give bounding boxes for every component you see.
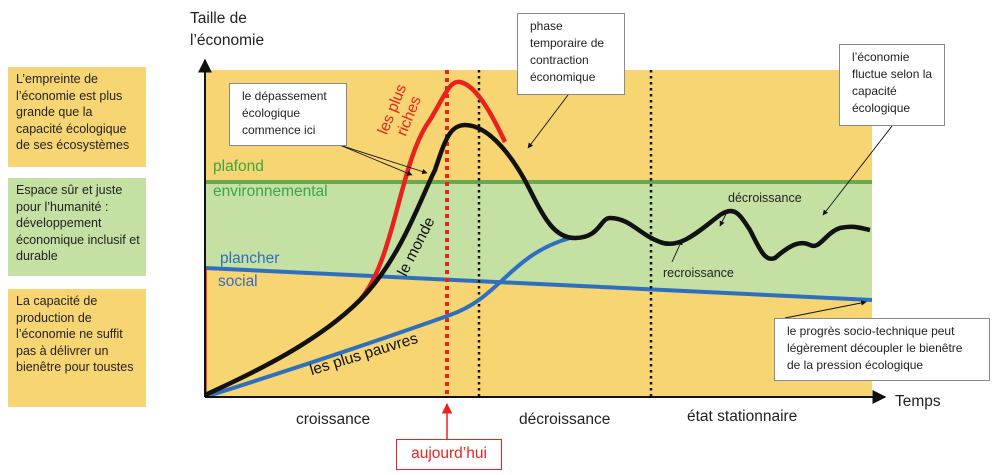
y-axis-label-line2: l’économie bbox=[190, 32, 265, 49]
callout-contraction: phase temporaire de contraction économiq… bbox=[517, 13, 625, 95]
floor-label-1: plancher bbox=[220, 250, 280, 267]
y-axis-label: Taille de l’économie bbox=[190, 8, 264, 52]
annotation-decroissance: décroissance bbox=[728, 191, 802, 205]
phase-growth: croissance bbox=[296, 411, 371, 428]
callout-fluctuates: l’économie fluctue selon la capacité éco… bbox=[839, 44, 945, 126]
annotation-recroissance: recroissance bbox=[663, 266, 734, 280]
x-axis-label: Temps bbox=[895, 393, 941, 410]
ceiling-label-1: plafond bbox=[213, 158, 264, 175]
phase-degrowth: décroissance bbox=[519, 411, 611, 428]
phase-steady: état stationnaire bbox=[687, 408, 798, 425]
legend-shortfall: La capacité de production de l’économie … bbox=[8, 289, 146, 407]
legend-safe-space: Espace sûr et juste pour l’humanité : dé… bbox=[8, 178, 146, 276]
floor-line bbox=[204, 266, 873, 302]
callout-decoupling: le progrès socio-technique peut légèreme… bbox=[774, 318, 990, 381]
series-rich bbox=[358, 79, 508, 302]
callout-overshoot: le dépassement écologique commence ici bbox=[229, 83, 347, 146]
series-world bbox=[204, 122, 871, 398]
legend-overshoot: L’empreinte de l’économie est plus grand… bbox=[8, 67, 146, 167]
series-poor bbox=[207, 236, 571, 398]
today-label: aujourd’hui bbox=[396, 439, 502, 470]
ceiling-label-2: environnemental bbox=[213, 183, 328, 200]
floor-label-2: social bbox=[218, 273, 258, 290]
y-axis-label-line1: Taille de bbox=[190, 10, 247, 27]
zone-shortfall bbox=[205, 268, 872, 397]
